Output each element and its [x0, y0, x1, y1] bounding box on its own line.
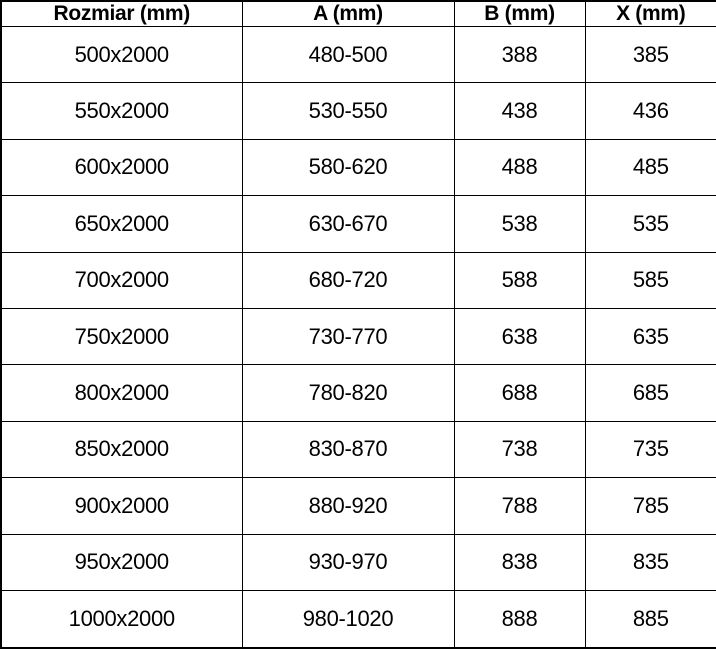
cell-a: 930-970 — [241, 533, 455, 591]
cell-rozmiar: 900x2000 — [0, 477, 243, 535]
cell-b: 438 — [453, 82, 586, 140]
cell-b: 638 — [453, 307, 586, 366]
cell-rozmiar: 500x2000 — [0, 25, 243, 84]
table-row: 1000x2000 980-1020 888 885 — [0, 589, 716, 649]
table-row: 800x2000 780-820 688 685 — [0, 364, 716, 422]
table-row: 650x2000 630-670 538 535 — [0, 195, 716, 253]
cell-rozmiar: 650x2000 — [0, 195, 243, 253]
cell-b: 788 — [453, 477, 586, 535]
cell-x: 436 — [584, 82, 716, 140]
cell-rozmiar: 1000x2000 — [0, 589, 243, 649]
header-cell-x: X (mm) — [584, 0, 716, 27]
cell-a: 680-720 — [241, 251, 455, 309]
cell-x: 635 — [584, 307, 716, 366]
cell-b: 388 — [453, 25, 586, 84]
table-row: 700x2000 680-720 588 585 — [0, 251, 716, 309]
cell-a: 980-1020 — [241, 589, 455, 649]
cell-b: 838 — [453, 533, 586, 591]
cell-b: 738 — [453, 420, 586, 479]
cell-rozmiar: 550x2000 — [0, 82, 243, 140]
cell-b: 488 — [453, 138, 586, 197]
header-cell-b: B (mm) — [453, 0, 586, 27]
table-row: 750x2000 730-770 638 635 — [0, 307, 716, 366]
table-row: 850x2000 830-870 738 735 — [0, 420, 716, 479]
cell-x: 685 — [584, 364, 716, 422]
cell-x: 735 — [584, 420, 716, 479]
cell-x: 385 — [584, 25, 716, 84]
cell-x: 785 — [584, 477, 716, 535]
table-row: 950x2000 930-970 838 835 — [0, 533, 716, 591]
cell-x: 585 — [584, 251, 716, 309]
cell-rozmiar: 600x2000 — [0, 138, 243, 197]
cell-a: 880-920 — [241, 477, 455, 535]
cell-a: 830-870 — [241, 420, 455, 479]
cell-rozmiar: 800x2000 — [0, 364, 243, 422]
cell-x: 885 — [584, 589, 716, 649]
cell-a: 780-820 — [241, 364, 455, 422]
table-row: 600x2000 580-620 488 485 — [0, 138, 716, 197]
table-row: 900x2000 880-920 788 785 — [0, 477, 716, 535]
cell-b: 538 — [453, 195, 586, 253]
table-row: 500x2000 480-500 388 385 — [0, 25, 716, 84]
cell-a: 480-500 — [241, 25, 455, 84]
cell-x: 535 — [584, 195, 716, 253]
cell-a: 730-770 — [241, 307, 455, 366]
cell-rozmiar: 850x2000 — [0, 420, 243, 479]
cell-b: 888 — [453, 589, 586, 649]
header-cell-rozmiar: Rozmiar (mm) — [0, 0, 243, 27]
header-cell-a: A (mm) — [241, 0, 455, 27]
cell-x: 485 — [584, 138, 716, 197]
cell-rozmiar: 950x2000 — [0, 533, 243, 591]
cell-b: 588 — [453, 251, 586, 309]
cell-a: 630-670 — [241, 195, 455, 253]
cell-a: 530-550 — [241, 82, 455, 140]
table-row: 550x2000 530-550 438 436 — [0, 82, 716, 140]
table-header-row: Rozmiar (mm) A (mm) B (mm) X (mm) — [0, 0, 716, 27]
cell-rozmiar: 750x2000 — [0, 307, 243, 366]
cell-x: 835 — [584, 533, 716, 591]
cell-rozmiar: 700x2000 — [0, 251, 243, 309]
cell-b: 688 — [453, 364, 586, 422]
cell-a: 580-620 — [241, 138, 455, 197]
